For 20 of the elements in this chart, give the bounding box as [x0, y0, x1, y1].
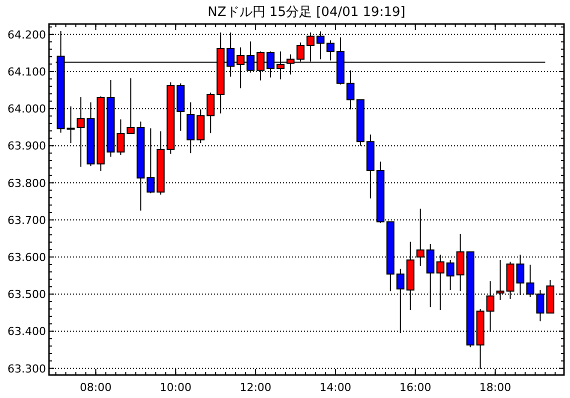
x-tick-label: 18:00 — [479, 381, 512, 394]
y-tick-label: 63.500 — [8, 288, 46, 302]
x-tick-label: 10:00 — [160, 381, 192, 394]
candlestick — [396, 268, 404, 334]
y-tick-label: 63.300 — [8, 362, 46, 376]
x-tick-label: 14:00 — [320, 381, 352, 394]
y-tick-label: 63.700 — [8, 214, 46, 227]
y-tick-label: 63.600 — [8, 251, 46, 264]
y-tick-label: 63.400 — [8, 325, 46, 338]
candlestick — [446, 259, 454, 291]
candlestick — [126, 78, 135, 134]
y-tick-label: 64.200 — [8, 28, 46, 42]
y-tick-label: 64.000 — [8, 102, 46, 116]
x-tick-label: 16:00 — [400, 381, 432, 394]
chart-title: NZドル円 15分足 [04/01 19:19] — [208, 5, 406, 20]
x-tick-label: 08:00 — [80, 381, 112, 394]
x-tick-label: 12:00 — [240, 381, 272, 394]
y-tick-label: 63.800 — [8, 176, 46, 190]
y-tick-label: 64.100 — [8, 65, 46, 78]
y-tick-label: 63.900 — [8, 140, 46, 153]
